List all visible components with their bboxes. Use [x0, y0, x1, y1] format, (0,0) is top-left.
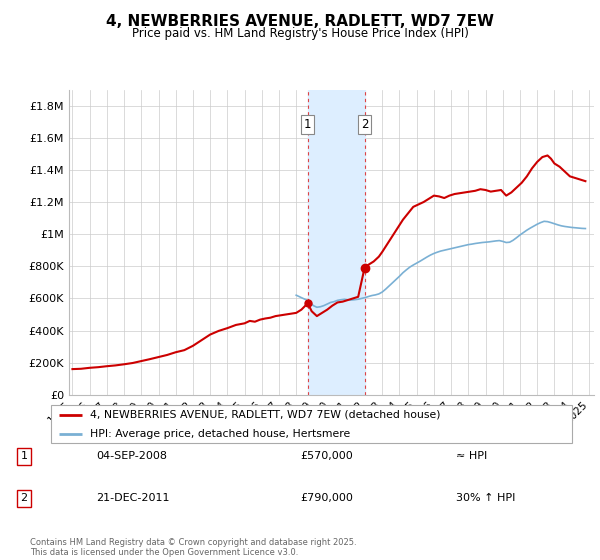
Text: 4, NEWBERRIES AVENUE, RADLETT, WD7 7EW (detached house): 4, NEWBERRIES AVENUE, RADLETT, WD7 7EW (…: [90, 409, 441, 419]
Text: 2: 2: [20, 493, 28, 503]
Text: 30% ↑ HPI: 30% ↑ HPI: [456, 493, 515, 503]
Text: 1: 1: [304, 118, 311, 132]
Text: Contains HM Land Registry data © Crown copyright and database right 2025.
This d: Contains HM Land Registry data © Crown c…: [30, 538, 356, 557]
Bar: [308, 90, 365, 395]
Text: 21-DEC-2011: 21-DEC-2011: [96, 493, 170, 503]
Text: Price paid vs. HM Land Registry's House Price Index (HPI): Price paid vs. HM Land Registry's House …: [131, 27, 469, 40]
Text: £790,000: £790,000: [300, 493, 353, 503]
Text: 1: 1: [20, 451, 28, 461]
FancyBboxPatch shape: [50, 405, 572, 443]
Text: 04-SEP-2008: 04-SEP-2008: [96, 451, 167, 461]
Text: 4, NEWBERRIES AVENUE, RADLETT, WD7 7EW: 4, NEWBERRIES AVENUE, RADLETT, WD7 7EW: [106, 14, 494, 29]
Text: HPI: Average price, detached house, Hertsmere: HPI: Average price, detached house, Hert…: [90, 429, 350, 439]
Text: £570,000: £570,000: [300, 451, 353, 461]
Text: ≈ HPI: ≈ HPI: [456, 451, 487, 461]
Text: 2: 2: [361, 118, 368, 132]
